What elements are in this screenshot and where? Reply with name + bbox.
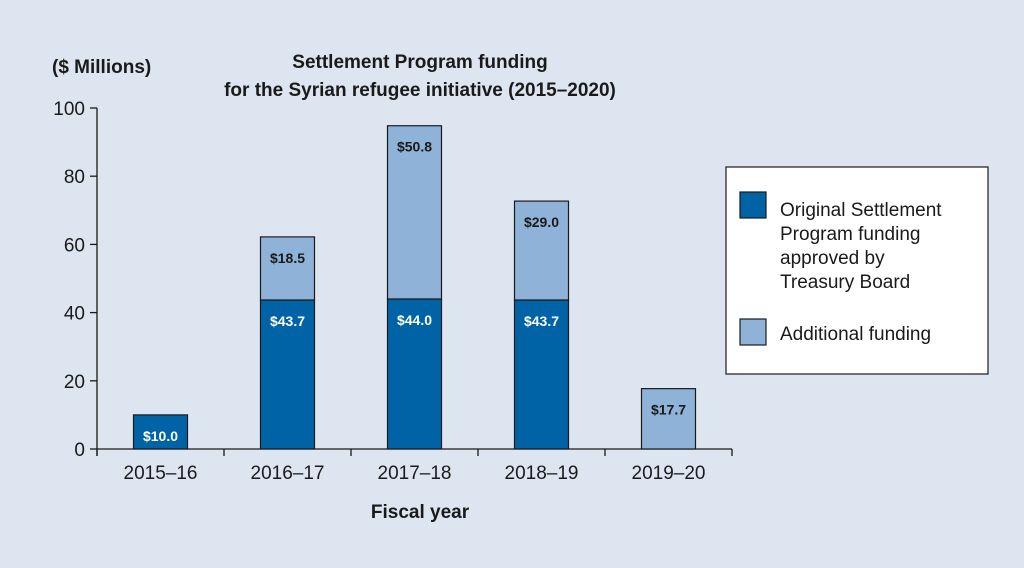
chart-title: Settlement Program funding bbox=[292, 52, 547, 73]
y-tick-label: 20 bbox=[64, 372, 85, 393]
legend-swatch bbox=[739, 318, 767, 346]
x-tick-label: 2017–18 bbox=[378, 463, 452, 484]
legend-label: Additional funding bbox=[780, 324, 931, 345]
data-label: $17.7 bbox=[651, 402, 686, 418]
x-tick-label: 2015–16 bbox=[124, 463, 198, 484]
y-tick-label: 100 bbox=[53, 99, 85, 120]
legend-label: Treasury Board bbox=[780, 272, 910, 293]
bars: $10.0 $43.7 $18.5 $44.0 $50.8 $43.7 $29.0 $17.7 bbox=[132, 125, 697, 450]
bar-segment bbox=[640, 388, 697, 450]
data-label: $44.0 bbox=[397, 312, 432, 328]
data-label: $43.7 bbox=[524, 313, 559, 329]
y-axis-label: ($ Millions) bbox=[52, 57, 151, 78]
legend-label: Original Settlement bbox=[780, 200, 942, 221]
bar-segment bbox=[259, 299, 316, 450]
data-label: $50.8 bbox=[397, 139, 432, 155]
y-tick-label: 40 bbox=[64, 304, 85, 325]
x-axis-label: Fiscal year bbox=[371, 502, 470, 523]
data-label: $29.0 bbox=[524, 214, 559, 230]
axes: 0 20 40 60 80 100 2015–16 2016–17 2017–18 2018–19… bbox=[53, 99, 733, 484]
legend-label: approved by bbox=[780, 248, 885, 269]
bar-segment bbox=[386, 298, 443, 450]
x-tick-label: 2019–20 bbox=[632, 463, 706, 484]
data-label: $10.0 bbox=[143, 428, 178, 444]
bar-segment bbox=[132, 414, 189, 450]
data-label: $18.5 bbox=[270, 250, 305, 266]
legend-swatch bbox=[739, 191, 767, 219]
y-tick-label: 0 bbox=[74, 440, 85, 461]
legend: Original Settlement Program funding approv… bbox=[725, 166, 989, 375]
x-tick-label: 2016–17 bbox=[251, 463, 325, 484]
legend-label: Program funding bbox=[780, 224, 920, 245]
bar-segment bbox=[513, 299, 570, 450]
bar-segment bbox=[259, 236, 316, 301]
y-tick-label: 80 bbox=[64, 167, 85, 188]
data-label: $43.7 bbox=[270, 313, 305, 329]
bar-segment bbox=[386, 125, 443, 300]
x-tick-label: 2018–19 bbox=[505, 463, 579, 484]
bar-segment bbox=[513, 200, 570, 301]
y-tick-label: 60 bbox=[64, 235, 85, 256]
legend-box bbox=[725, 166, 989, 375]
chart-subtitle: for the Syrian refugee initiative (2015–… bbox=[224, 80, 616, 101]
